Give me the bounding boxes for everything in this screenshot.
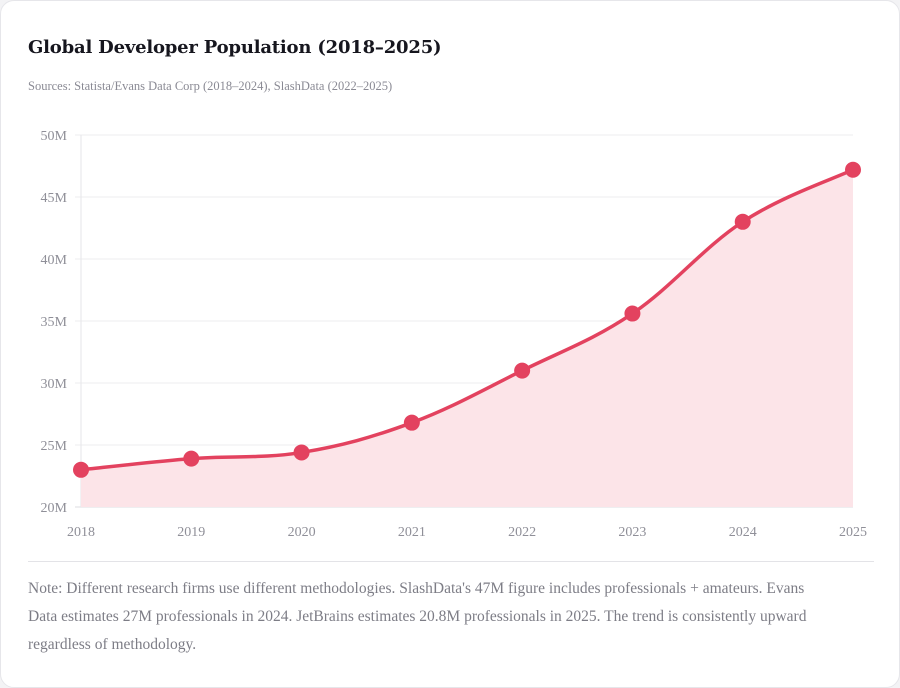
- x-tick-label: 2019: [177, 525, 205, 540]
- chart-title: Global Developer Population (2018–2025): [28, 37, 442, 58]
- y-tick-label: 35M: [41, 315, 68, 330]
- chart-subtitle: Sources: Statista/Evans Data Corp (2018–…: [28, 79, 393, 93]
- divider: [28, 561, 874, 562]
- x-tick-label: 2024: [729, 525, 757, 540]
- y-tick-label: 50M: [41, 129, 68, 144]
- data-point: [183, 450, 200, 467]
- data-point: [624, 305, 641, 322]
- y-tick-label: 40M: [41, 253, 68, 268]
- y-tick-label: 25M: [41, 439, 68, 454]
- data-point: [293, 444, 310, 461]
- y-tick-label: 30M: [41, 377, 68, 392]
- data-point: [845, 161, 861, 178]
- y-tick-label: 20M: [41, 501, 68, 516]
- line-chart: 20M 25M 30M 35M 40M 45M 50M 2018 2019 2020 2021 202…: [41, 129, 867, 540]
- data-point: [403, 414, 420, 431]
- x-tick-label: 2025: [839, 525, 867, 540]
- data-point: [73, 461, 89, 478]
- area-fill: [81, 169, 853, 507]
- data-point: [734, 213, 751, 230]
- y-tick-label: 45M: [41, 191, 68, 206]
- data-point: [514, 362, 531, 379]
- chart-note: Note: Different research firms use diffe…: [28, 580, 807, 653]
- x-tick-label: 2021: [398, 525, 426, 540]
- x-tick-label: 2018: [67, 525, 95, 540]
- x-tick-label: 2023: [618, 525, 646, 540]
- series-line: [79, 167, 855, 472]
- x-tick-label: 2022: [508, 525, 536, 540]
- x-tick-label: 2020: [288, 525, 316, 540]
